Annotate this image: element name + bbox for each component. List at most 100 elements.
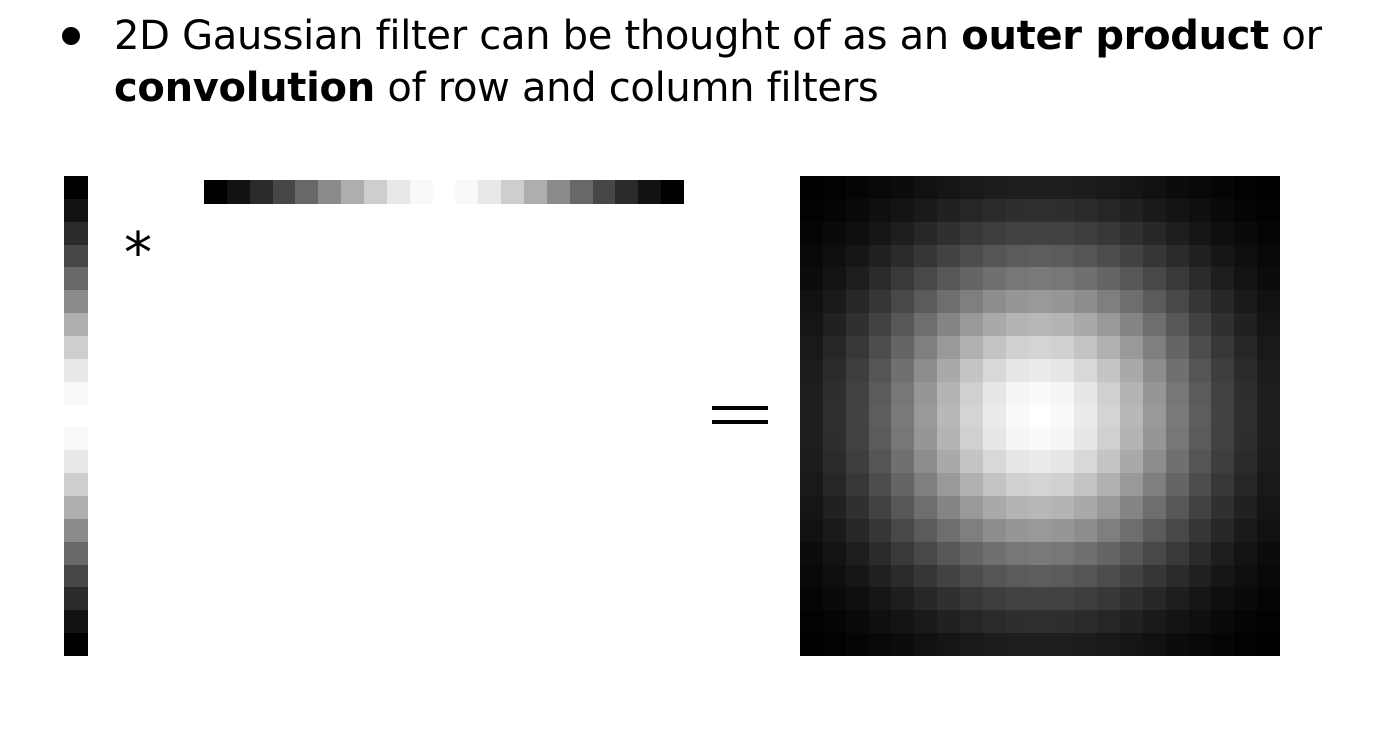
result-cell [960,427,983,451]
result-cell [937,381,960,405]
result-cell [1188,336,1212,359]
result-cell [891,541,915,565]
result-cell [868,244,892,268]
result-cell [1097,587,1120,611]
result-cell [1074,358,1098,382]
result-cell [937,198,960,222]
result-cell [937,541,960,565]
result-cell [1051,404,1075,428]
result-cell [1005,518,1029,542]
result-cell [800,633,823,656]
result-cell [822,381,846,405]
bullet-text-part-1: 2D Gaussian filter can be thought of as … [114,13,962,59]
row-filter-cell [661,180,685,204]
column-filter-cell [64,518,88,542]
result-cell [914,221,938,245]
result-cell [1097,336,1120,359]
result-cell [822,221,846,245]
result-cell [1142,450,1166,474]
result-cell [937,404,960,428]
result-cell [1257,496,1280,519]
result-cell [1211,381,1235,405]
result-cell [845,358,869,382]
result-cell [960,633,983,656]
result-cell [1051,267,1075,291]
result-cell [1097,610,1120,634]
result-cell [1097,404,1120,428]
result-cell [1028,564,1052,588]
result-cell [1257,381,1280,405]
result-cell [1051,564,1075,588]
result-cell [1074,473,1098,496]
result-cell [1142,473,1166,496]
result-cell [1211,358,1235,382]
result-cell [937,564,960,588]
row-filter-cell [409,180,433,204]
result-cell [960,450,983,474]
result-cell [891,176,915,199]
result-cell [1005,404,1029,428]
result-cell [868,290,892,314]
bullet-text-part-2: or [1269,13,1322,59]
result-cell [1234,450,1258,474]
result-cell [1257,267,1280,291]
result-cell [1188,427,1212,451]
result-cell [1211,336,1235,359]
equals-bar-bottom [712,420,768,424]
result-cell [914,336,938,359]
result-cell [1028,427,1052,451]
result-cell [1188,313,1212,336]
result-cell [1234,610,1258,634]
result-cell [891,587,915,611]
equals-operator [712,400,768,430]
result-cell [1211,427,1235,451]
result-cell [1028,633,1052,656]
row-filter [204,180,685,204]
result-cell [868,336,892,359]
column-filter-cell [64,290,88,314]
result-cell [1188,473,1212,496]
result-cell [1074,450,1098,474]
result-cell [937,473,960,496]
row-filter-cell [638,180,662,204]
result-cell [1165,358,1189,382]
column-filter-cell [64,450,88,474]
result-cell [1188,564,1212,588]
result-cell [1005,244,1029,268]
result-cell [1188,381,1212,405]
result-cell [982,427,1006,451]
result-cell [800,541,823,565]
result-cell [800,358,823,382]
result-cell [982,564,1006,588]
column-filter [64,176,88,657]
result-cell [845,610,869,634]
result-cell [1165,267,1189,291]
result-cell [1005,336,1029,359]
result-cell [1165,198,1189,222]
result-cell [1005,496,1029,519]
result-cell [1234,176,1258,199]
result-cell [1005,290,1029,314]
result-cell [1234,290,1258,314]
result-cell [822,427,846,451]
result-cell [937,587,960,611]
result-cell [868,541,892,565]
result-cell [960,176,983,199]
result-cell [845,381,869,405]
row-filter-cell [226,180,250,204]
row-filter-cell [501,180,525,204]
result-cell [1211,404,1235,428]
result-cell [1051,496,1075,519]
result-cell [914,404,938,428]
result-cell [1188,541,1212,565]
result-cell [822,290,846,314]
result-cell [891,450,915,474]
result-cell [1165,450,1189,474]
result-cell [982,450,1006,474]
result-cell [914,564,938,588]
column-filter-cell [64,610,88,634]
result-cell [800,518,823,542]
result-cell [1051,290,1075,314]
result-cell [845,427,869,451]
result-cell [800,610,823,634]
